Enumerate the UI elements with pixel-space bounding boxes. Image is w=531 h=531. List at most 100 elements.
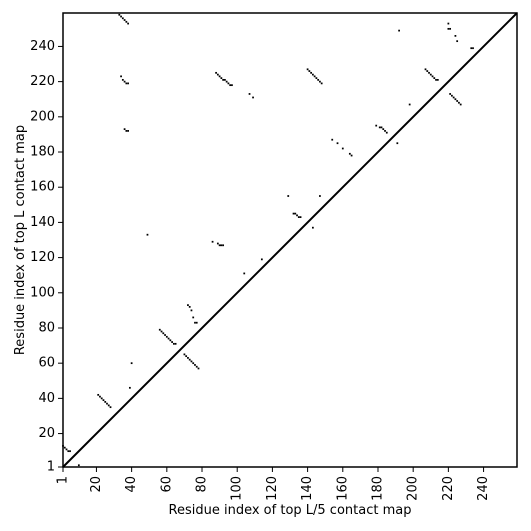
contact-point: [243, 272, 246, 275]
y-tick-label: 200: [30, 109, 55, 124]
contact-point: [426, 70, 429, 72]
contact-point: [195, 321, 198, 324]
x-tick-label: 20: [89, 476, 104, 493]
contact-point: [192, 362, 195, 365]
y-tick-label: 120: [30, 250, 55, 265]
contact-point: [211, 240, 214, 243]
contact-point: [118, 13, 121, 16]
contact-point: [120, 15, 122, 18]
contact-point: [375, 124, 378, 127]
contact-point: [218, 244, 221, 247]
y-tick-label: 140: [30, 215, 55, 230]
contact-point: [125, 20, 128, 23]
contact-point: [231, 84, 233, 87]
contact-point: [385, 131, 388, 134]
contact-point: [146, 233, 149, 236]
contact-point: [69, 450, 71, 453]
contact-point: [218, 75, 221, 78]
x-tick-label: 1: [56, 476, 71, 484]
y-tick-label: 160: [30, 180, 55, 195]
contact-point: [222, 244, 225, 247]
contact-point: [187, 304, 189, 306]
contact-point: [398, 29, 400, 32]
contact-point: [315, 77, 318, 79]
contact-point: [99, 395, 101, 398]
contact-point: [317, 78, 320, 81]
contact-point: [127, 82, 129, 85]
contact-point: [77, 464, 80, 467]
contact-point: [162, 332, 165, 335]
contact-point: [121, 17, 124, 20]
contact-point: [433, 77, 436, 79]
contact-point: [220, 244, 223, 247]
contact-point: [435, 78, 437, 81]
contact-point: [348, 152, 351, 155]
y-axis-title: Residue index of top L contact map: [13, 125, 28, 355]
contact-point: [190, 360, 193, 363]
contact-points: [62, 13, 474, 467]
contact-point: [183, 353, 186, 356]
contact-point: [312, 226, 314, 229]
contact-point: [123, 19, 126, 21]
y-tick-label: 40: [38, 391, 55, 406]
contact-point: [123, 128, 126, 131]
contact-point: [287, 195, 290, 197]
contact-point: [260, 258, 263, 261]
contact-point: [313, 75, 316, 78]
contact-point: [63, 446, 66, 449]
contact-point: [127, 130, 129, 132]
contact-point: [194, 321, 196, 324]
contact-point: [470, 47, 473, 50]
contact-point: [429, 73, 432, 76]
diagonal-line: [62, 12, 518, 468]
contact-point: [172, 342, 175, 345]
contact-point: [165, 335, 168, 338]
contact-point: [167, 337, 170, 340]
contact-point: [248, 93, 251, 95]
contact-point: [312, 73, 314, 76]
contact-point: [188, 305, 191, 308]
x-axis: 1 20 40 60 80 100 120 140 160 180 200 220 240: [56, 467, 491, 501]
x-tick-label: 160: [335, 476, 350, 501]
contact-point: [454, 35, 457, 37]
contact-point: [380, 126, 383, 129]
contact-point: [472, 47, 474, 50]
contact-point: [378, 126, 381, 129]
contact-point: [454, 98, 457, 101]
contact-point: [456, 100, 459, 102]
contact-point: [459, 103, 462, 106]
contact-point: [451, 94, 453, 97]
contact-point: [97, 393, 100, 396]
contact-point: [127, 22, 129, 25]
contact-point: [125, 130, 128, 132]
contact-point: [294, 212, 297, 215]
contact-point: [308, 70, 311, 72]
contact-point: [192, 316, 195, 319]
contact-point: [229, 84, 232, 87]
contact-point: [449, 93, 452, 95]
contact-point: [431, 75, 434, 78]
y-tick-label: 180: [30, 145, 55, 160]
contact-point: [215, 71, 217, 74]
y-tick-label: 240: [30, 39, 55, 54]
contact-point: [109, 406, 112, 409]
contact-point: [125, 82, 128, 85]
x-tick-label: 80: [195, 476, 210, 493]
contact-point: [384, 130, 386, 132]
contact-point: [320, 82, 323, 85]
contact-point: [195, 365, 198, 368]
contact-point: [174, 342, 177, 345]
contact-point: [102, 399, 105, 402]
contact-point: [216, 242, 219, 245]
contact-point: [197, 367, 200, 370]
contact-point: [297, 216, 300, 218]
contact-point: [252, 96, 254, 99]
x-tick-label: 220: [441, 476, 456, 501]
x-tick-label: 60: [159, 476, 174, 493]
contact-point: [310, 71, 312, 74]
x-tick-label: 40: [124, 476, 139, 493]
contact-point: [319, 195, 321, 197]
contact-point: [408, 103, 411, 106]
contact-point: [449, 27, 452, 30]
